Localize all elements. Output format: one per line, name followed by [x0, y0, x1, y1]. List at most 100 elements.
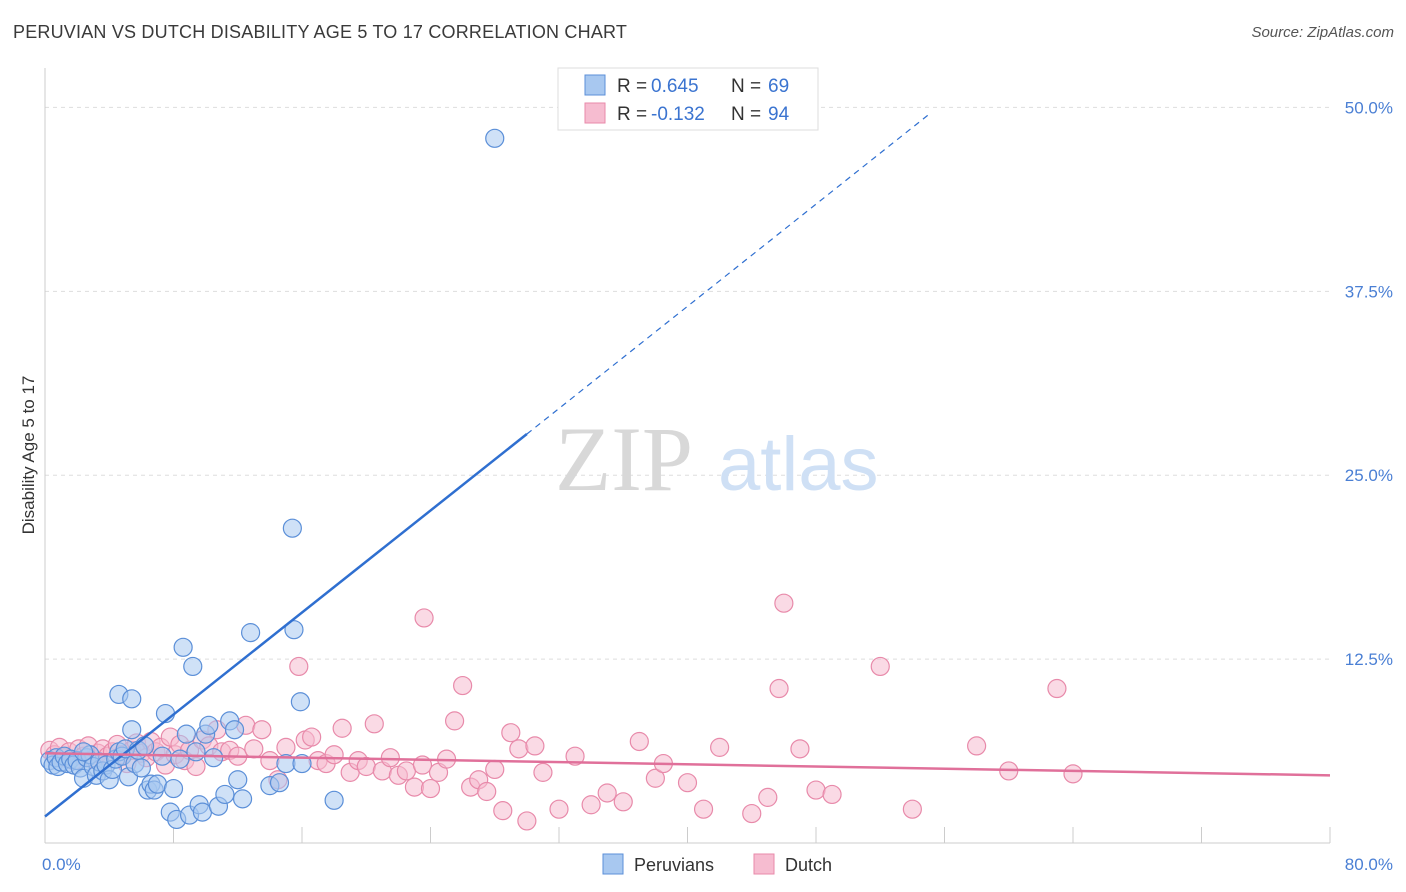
peruvian-point-63	[282, 518, 302, 538]
peruvian-point-42	[176, 724, 196, 744]
dutch-trend-line	[44, 752, 1331, 777]
dutch-point-80	[414, 608, 434, 628]
peruvian-point-40	[170, 749, 190, 769]
peruvian-points	[40, 128, 505, 830]
dutch-point-89	[790, 739, 810, 759]
peruvian-point-47	[192, 802, 213, 822]
dutch-point-83	[677, 773, 698, 793]
dutch-point-48	[324, 745, 344, 765]
dutch-point-64	[453, 675, 473, 696]
y-tick-label-3: 50.0%	[1345, 98, 1393, 117]
axes	[44, 68, 1331, 844]
peruvian-point-57	[241, 623, 261, 643]
peruvians-bottom-swatch	[602, 853, 624, 875]
peruvian-point-68	[324, 790, 344, 810]
peruvians-bottom-label: Peruvians	[634, 855, 714, 875]
dutch-point-84	[693, 799, 714, 819]
dutch-point-75	[549, 799, 569, 819]
x-tick-label-0: 0.0%	[42, 855, 81, 874]
y-tick-label-1: 25.0%	[1345, 466, 1393, 485]
dutch-point-52	[356, 756, 376, 777]
dutch-bottom-label: Dutch	[785, 855, 832, 875]
peruvian-point-60	[284, 620, 304, 640]
y-tick-label-0: 12.5%	[1345, 650, 1393, 669]
dutch-point-53	[364, 714, 384, 734]
peruvians-legend-swatch	[584, 74, 606, 96]
dutch-point-93	[902, 799, 922, 819]
dutch-r-value: -0.132	[651, 104, 705, 125]
dutch-point-96	[1047, 678, 1067, 699]
series-legend: Peruvians Dutch	[602, 853, 832, 875]
dutch-point-40	[260, 751, 280, 771]
dutch-bottom-swatch	[753, 853, 775, 875]
peruvian-point-67	[73, 742, 94, 762]
dutch-point-71	[509, 739, 529, 759]
peruvian-point-61	[290, 692, 310, 712]
dutch-point-88	[774, 593, 794, 613]
dutch-point-78	[597, 783, 617, 803]
dutch-points	[40, 593, 1083, 831]
peruvians-r-label: R =	[617, 76, 647, 97]
dutch-legend-swatch	[584, 102, 606, 124]
dutch-point-82	[645, 768, 665, 788]
dutch-point-60	[420, 778, 441, 799]
peruvian-point-66	[122, 689, 142, 709]
peruvian-point-49	[199, 715, 219, 735]
dutch-point-90	[806, 780, 826, 800]
dutch-point-79	[613, 792, 633, 812]
dutch-point-73	[525, 736, 545, 756]
dutch-r-label: R =	[617, 104, 647, 125]
dutch-point-67	[477, 781, 497, 802]
dutch-point-45	[302, 727, 322, 747]
dutch-point-63	[444, 711, 465, 731]
peruvian-point-50	[204, 748, 224, 768]
peruvian-point-62	[292, 753, 312, 774]
dutch-point-57	[396, 761, 417, 781]
dutch-point-76	[565, 746, 585, 766]
trend-lines	[44, 114, 1331, 818]
dutch-point-58	[404, 777, 425, 797]
peruvians-trend-extension	[526, 114, 929, 435]
peruvian-point-30	[134, 736, 155, 756]
dutch-point-70	[501, 723, 521, 743]
peruvian-point-55	[228, 770, 248, 790]
dutch-point-74	[533, 762, 553, 782]
peruvian-point-56	[232, 789, 253, 809]
y-tick-label-2: 37.5%	[1345, 282, 1393, 301]
peruvian-point-45	[186, 742, 206, 762]
dutch-point-81	[629, 731, 649, 752]
peruvian-point-52	[215, 784, 235, 805]
dutch-point-86	[742, 803, 762, 824]
watermark-atlas: atlas	[718, 422, 879, 507]
dutch-point-72	[517, 811, 537, 831]
dutch-point-69	[493, 801, 513, 821]
dutch-point-39	[252, 720, 272, 740]
peruvian-point-54	[224, 720, 245, 740]
y-tick-labels: 12.5% 25.0% 37.5% 50.0%	[1345, 98, 1393, 669]
dutch-point-92	[870, 656, 890, 677]
y-axis-label: Disability Age 5 to 17	[19, 376, 38, 535]
chart-title: PERUVIAN VS DUTCH DISABILITY AGE 5 TO 17…	[13, 22, 628, 42]
watermark: ZIP atlas	[555, 408, 879, 510]
dutch-point-77	[581, 795, 601, 815]
peruvians-trend-line	[44, 433, 528, 818]
peruvian-point-44	[183, 656, 203, 677]
peruvian-point-41	[173, 637, 193, 657]
dutch-point-97	[1063, 764, 1083, 784]
correlation-legend: R = 0.645 N = 69 R = -0.132 N = 94	[557, 67, 819, 131]
dutch-point-87	[758, 787, 778, 807]
peruvian-point-29	[131, 758, 151, 778]
x-tick-labels: 0.0% 80.0%	[42, 855, 1393, 874]
peruvian-point-64	[269, 773, 290, 793]
dutch-point-91	[822, 784, 842, 805]
peruvians-n-label: N =	[731, 76, 761, 97]
dutch-point-98	[769, 678, 789, 699]
dutch-point-38	[244, 739, 264, 759]
peruvian-point-69	[485, 128, 505, 148]
peruvian-point-38	[163, 778, 184, 799]
watermark-zip: ZIP	[555, 408, 693, 510]
dutch-n-value: 94	[768, 104, 790, 125]
peruvians-r-value: 0.645	[651, 76, 699, 97]
dutch-n-label: N =	[731, 104, 761, 125]
